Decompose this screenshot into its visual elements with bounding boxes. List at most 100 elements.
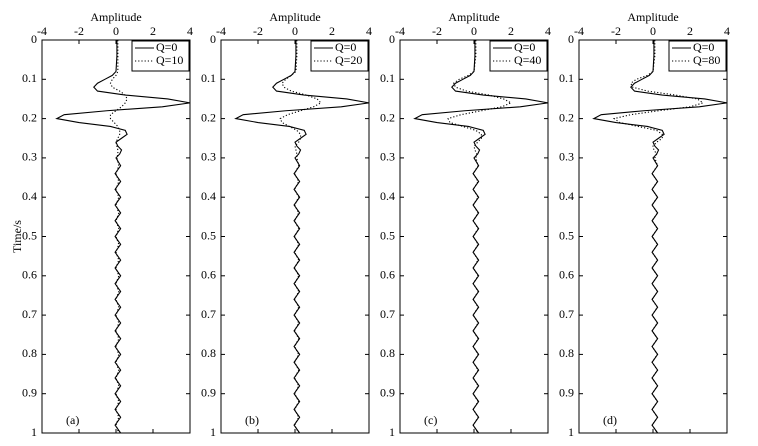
time-tick-label: 0.7 (559, 307, 574, 321)
time-tick-label: 0 (568, 32, 574, 46)
time-tick-label: 0.8 (22, 346, 37, 360)
time-tick-label: 0.3 (22, 150, 37, 164)
time-tick-label: 0.5 (22, 228, 37, 242)
time-tick-label: 1 (210, 425, 216, 439)
time-tick-label: 0.8 (201, 346, 216, 360)
time-tick-label: 0.2 (22, 110, 37, 124)
time-tick-label: 0.6 (22, 268, 37, 282)
x-axis-title: Amplitude (448, 10, 499, 24)
time-tick-label: 0.9 (201, 385, 216, 399)
trace-line (413, 40, 549, 434)
legend-label: Q=0 (156, 40, 177, 54)
legend-box (131, 40, 190, 72)
time-tick-label: 0.5 (380, 228, 395, 242)
time-tick-label: 0.4 (201, 189, 216, 203)
time-tick-label: 0.3 (380, 150, 395, 164)
amplitude-tick-label: 2 (329, 24, 335, 38)
legend-label: Q=80 (693, 53, 720, 67)
amplitude-tick-label: 0 (292, 24, 298, 38)
trace-line (55, 40, 191, 434)
legend: Q=0Q=80 (668, 40, 727, 72)
amplitude-tick-label: 4 (724, 24, 730, 38)
legend-box (668, 40, 727, 72)
time-tick-label: 0.4 (559, 189, 574, 203)
amplitude-tick-label: 2 (508, 24, 514, 38)
trace-line (612, 40, 705, 434)
time-tick-label: 0.1 (22, 71, 37, 85)
trace-line (592, 40, 728, 434)
legend-label: Q=40 (514, 53, 541, 67)
time-tick-label: 0.9 (380, 385, 395, 399)
time-tick-label: 0.3 (559, 150, 574, 164)
panel-label: (a) (66, 413, 79, 427)
legend-box (489, 40, 548, 72)
panel: -4 -2 0 2 4 0 0.1 0.2 0.3 0.4 0.5 0.6 0.7 0.8 0.9 1 Ampl… (559, 10, 730, 439)
amplitude-tick-label: 4 (545, 24, 551, 38)
time-tick-label: 0.7 (201, 307, 216, 321)
time-tick-label: 0.6 (559, 268, 574, 282)
x-axis-title: Amplitude (269, 10, 320, 24)
panel-label: (d) (603, 413, 617, 427)
panel: -4 -2 0 2 4 0 0.1 0.2 0.3 0.4 0.5 0.6 0.7 0.8 0.9 1 Ampl… (201, 10, 372, 439)
amplitude-tick-label: 0 (650, 24, 656, 38)
time-tick-label: 0.7 (380, 307, 395, 321)
legend: Q=0Q=40 (489, 40, 548, 72)
time-tick-label: 0.4 (380, 189, 395, 203)
y-axis-title: Time/s (10, 220, 24, 253)
time-tick-label: 0.4 (22, 189, 37, 203)
legend-label: Q=10 (156, 53, 183, 67)
time-tick-label: 0.6 (380, 268, 395, 282)
time-tick-label: 0.9 (22, 385, 37, 399)
x-axis-title: Amplitude (90, 10, 141, 24)
legend-label: Q=0 (514, 40, 535, 54)
amplitude-tick-label: -4 (395, 24, 405, 38)
amplitude-tick-label: -4 (574, 24, 584, 38)
time-tick-label: 0.2 (559, 110, 574, 124)
panel: -4 -2 0 2 4 0 0.1 0.2 0.3 0.4 0.5 0.6 0.7 0.8 0.9 1 Ampl… (10, 10, 193, 439)
time-tick-label: 0.9 (559, 385, 574, 399)
trace-line (447, 40, 513, 434)
legend-label: Q=0 (693, 40, 714, 54)
time-tick-label: 0.5 (559, 228, 574, 242)
time-tick-label: 0.1 (559, 71, 574, 85)
time-tick-label: 1 (389, 425, 395, 439)
panel-label: (c) (424, 413, 437, 427)
legend: Q=0Q=10 (131, 40, 190, 72)
time-tick-label: 0 (31, 32, 37, 46)
time-tick-label: 0 (210, 32, 216, 46)
amplitude-tick-label: -2 (611, 24, 621, 38)
legend-label: Q=0 (335, 40, 356, 54)
amplitude-tick-label: -2 (432, 24, 442, 38)
amplitude-tick-label: -2 (74, 24, 84, 38)
time-tick-label: 0.2 (201, 110, 216, 124)
trace-line (234, 40, 370, 434)
amplitude-tick-label: -4 (37, 24, 47, 38)
amplitude-tick-label: 4 (366, 24, 372, 38)
time-tick-label: 0.2 (380, 110, 395, 124)
time-tick-label: 0.6 (201, 268, 216, 282)
amplitude-tick-label: 2 (687, 24, 693, 38)
legend-box (310, 40, 369, 72)
amplitude-tick-label: 0 (471, 24, 477, 38)
amplitude-tick-label: 4 (187, 24, 193, 38)
trace-line (279, 40, 322, 434)
time-tick-label: 1 (31, 425, 37, 439)
amplitude-tick-label: 0 (113, 24, 119, 38)
trace-line (109, 40, 128, 434)
time-tick-label: 0 (389, 32, 395, 46)
time-tick-label: 0.1 (380, 71, 395, 85)
amplitude-tick-label: -4 (216, 24, 226, 38)
x-axis-title: Amplitude (627, 10, 678, 24)
time-tick-label: 0.8 (380, 346, 395, 360)
legend: Q=0Q=20 (310, 40, 369, 72)
time-tick-label: 0.5 (201, 228, 216, 242)
amplitude-tick-label: -2 (253, 24, 263, 38)
panel: -4 -2 0 2 4 0 0.1 0.2 0.3 0.4 0.5 0.6 0.7 0.8 0.9 1 Ampl… (380, 10, 551, 439)
time-tick-label: 0.7 (22, 307, 37, 321)
time-tick-label: 0.1 (201, 71, 216, 85)
legend-label: Q=20 (335, 53, 362, 67)
time-tick-label: 1 (568, 425, 574, 439)
panel-label: (b) (245, 413, 259, 427)
time-tick-label: 0.3 (201, 150, 216, 164)
